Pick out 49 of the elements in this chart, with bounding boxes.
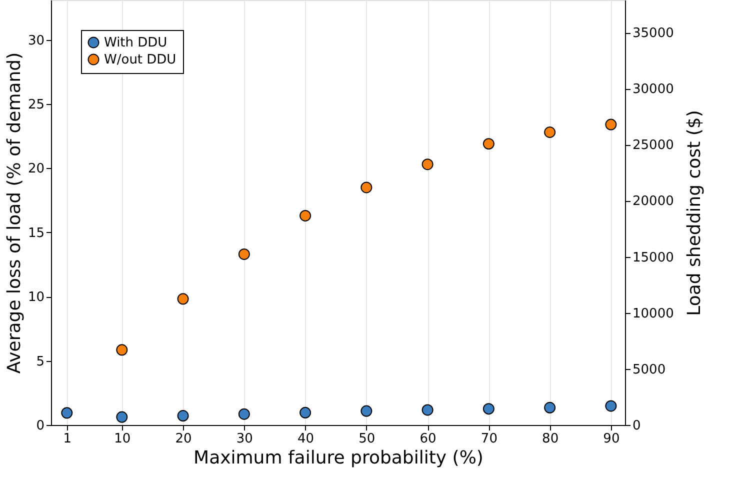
y-axis-title: Average loss of load (% of demand)	[4, 52, 25, 374]
y2-tick-label: 30000	[632, 82, 674, 98]
x-tick-label: 1	[63, 432, 72, 446]
point	[544, 402, 556, 414]
y2-tick-label: 20000	[632, 194, 674, 210]
y-tick-label: 10	[28, 290, 44, 306]
y-tick-label: 30	[28, 33, 44, 48]
point	[360, 182, 372, 194]
x-tick-label: 50	[358, 432, 376, 446]
point	[300, 406, 312, 418]
y2-tick-label: 0	[632, 418, 641, 434]
point	[422, 404, 434, 416]
x-tick-label: 70	[480, 432, 498, 446]
x-tick-label: 40	[298, 432, 314, 446]
y2-axis-title: Load shedding cost ($)	[684, 110, 705, 316]
point	[238, 248, 250, 260]
point	[177, 410, 189, 422]
x-tick-label: 10	[114, 432, 131, 446]
y-tick-label: 15	[28, 226, 44, 241]
y-tick-label: 20	[28, 162, 44, 177]
point	[61, 407, 73, 419]
x-axis-title: Maximum failure probability (%)	[194, 448, 484, 468]
y-tick-label: 5	[36, 354, 44, 370]
point	[116, 344, 128, 356]
x-tick-label: 60	[420, 432, 436, 446]
y2-tick-label: 5000	[632, 362, 666, 378]
x-tick-label: 90	[603, 432, 620, 446]
point	[482, 138, 494, 150]
point	[177, 293, 189, 305]
point	[238, 408, 250, 420]
y-tick-label: 0	[36, 418, 44, 434]
legend-label: With DDU	[104, 36, 168, 50]
x-tick-label: 80	[542, 432, 559, 446]
x-tick-label: 20	[175, 432, 192, 446]
y2-tick-label: 15000	[632, 250, 674, 266]
y2-tick-label: 35000	[632, 26, 674, 42]
point	[422, 158, 434, 170]
point	[482, 403, 494, 415]
point	[605, 118, 617, 130]
point	[544, 126, 556, 138]
y2-tick-label: 10000	[632, 306, 674, 322]
y2-tick-label: 25000	[632, 138, 674, 154]
x-tick-label: 30	[236, 432, 253, 446]
point	[300, 210, 312, 222]
point	[360, 405, 372, 417]
point	[116, 411, 128, 423]
y-tick-label: 25	[28, 98, 44, 113]
legend-label: W/out DDU	[104, 52, 176, 68]
point	[605, 400, 617, 412]
